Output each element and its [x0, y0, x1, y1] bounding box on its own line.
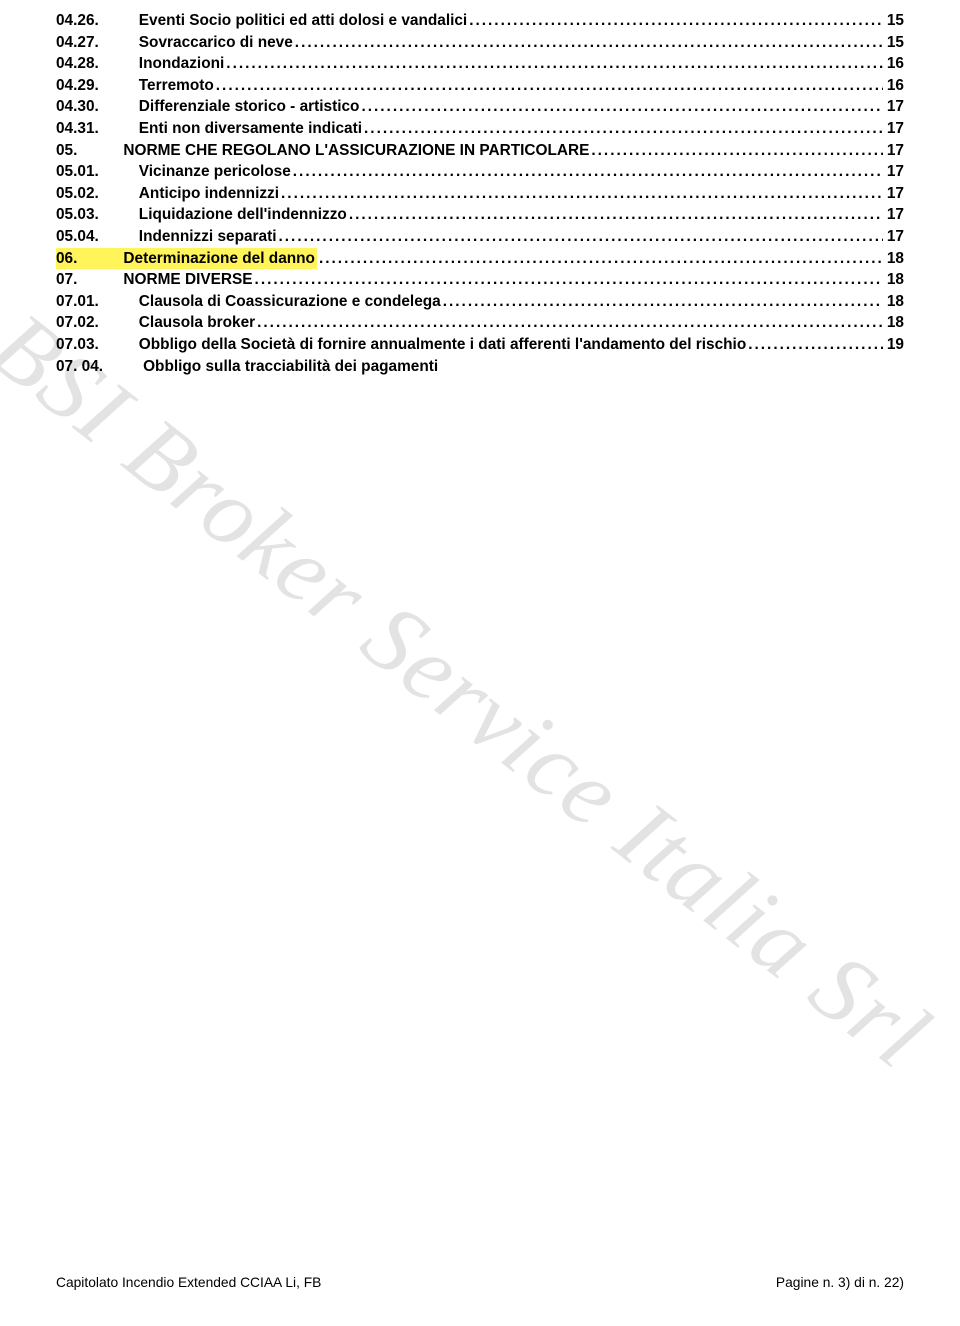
toc-leader: [317, 248, 883, 270]
toc-title: Eventi Socio politici ed atti dolosi e v…: [139, 10, 467, 32]
toc-title: Inondazioni: [139, 53, 225, 75]
toc-number: 05.03.: [56, 204, 99, 226]
toc-title: Differenziale storico - artistico: [139, 96, 360, 118]
toc-number: 07. 04.: [56, 356, 103, 378]
toc-leader: [359, 96, 882, 118]
toc-title: Clausola broker: [139, 312, 255, 334]
toc-row: 04.27. Sovraccarico di neve 15: [56, 32, 904, 54]
footer-right: Pagine n. 3) di n. 22): [776, 1275, 904, 1290]
toc-page: 18: [883, 248, 904, 270]
toc-highlight: 06. Determinazione del danno: [56, 248, 317, 270]
toc-page: 18: [883, 269, 904, 291]
toc-leader: [362, 118, 883, 140]
toc-number: 07.03.: [56, 334, 99, 356]
toc-row: 04.26. Eventi Socio politici ed atti dolo…: [56, 10, 904, 32]
toc-page: 18: [883, 291, 904, 313]
toc-leader: [214, 75, 883, 97]
toc-title: Terremoto: [139, 75, 214, 97]
toc-row: 05.03. Liquidazione dell'indennizzo 17: [56, 204, 904, 226]
toc-page: 16: [883, 53, 904, 75]
toc-title: Liquidazione dell'indennizzo: [139, 204, 347, 226]
toc-row: 05.02. Anticipo indennizzi 17: [56, 183, 904, 205]
toc-leader: [589, 140, 883, 162]
toc-leader: [255, 312, 883, 334]
toc-page: 17: [883, 183, 904, 205]
toc-number: 07.02.: [56, 312, 99, 334]
toc-row: 07. 04. Obbligo sulla tracciabilità dei p…: [56, 356, 904, 378]
toc-row: 04.31. Enti non diversamente indicati 17: [56, 118, 904, 140]
toc-number: 04.28.: [56, 53, 99, 75]
toc-title: Clausola di Coassicurazione e condelega: [139, 291, 441, 313]
toc-row: 06. Determinazione del danno 18: [56, 248, 904, 270]
toc-page: 17: [883, 118, 904, 140]
toc-page: 17: [883, 161, 904, 183]
toc-row: 07.01. Clausola di Coassicurazione e cond…: [56, 291, 904, 313]
toc-row: 05. NORME CHE REGOLANO L'ASSICURAZIONE IN…: [56, 140, 904, 162]
toc-container: 04.26. Eventi Socio politici ed atti dolo…: [56, 10, 904, 377]
toc-number: 05.04.: [56, 226, 99, 248]
toc-page: 15: [883, 10, 904, 32]
toc-number: 04.29.: [56, 75, 99, 97]
toc-title: Obbligo sulla tracciabilità dei pagament…: [143, 356, 438, 378]
toc-title: NORME CHE REGOLANO L'ASSICURAZIONE IN PA…: [123, 140, 589, 162]
toc-title: Vicinanze pericolose: [139, 161, 291, 183]
toc-leader: [441, 291, 883, 313]
toc-number: 04.31.: [56, 118, 99, 140]
toc-leader: [279, 183, 883, 205]
toc-leader: [224, 53, 883, 75]
toc-number: 04.27.: [56, 32, 99, 54]
toc-number: 07.01.: [56, 291, 99, 313]
toc-page: 17: [883, 140, 904, 162]
toc-page: 18: [883, 312, 904, 334]
toc-row: 05.01. Vicinanze pericolose 17: [56, 161, 904, 183]
toc-number: 07.: [56, 269, 77, 291]
toc-row: 04.29. Terremoto 16: [56, 75, 904, 97]
toc-row: 05.04. Indennizzi separati 17: [56, 226, 904, 248]
toc-title: Indennizzi separati: [139, 226, 277, 248]
toc-number: 05.01.: [56, 161, 99, 183]
toc-page: 16: [883, 75, 904, 97]
toc-number: 04.30.: [56, 96, 99, 118]
toc-leader: [277, 226, 883, 248]
toc-title: Sovraccarico di neve: [139, 32, 293, 54]
toc-number: 05.: [56, 140, 77, 162]
toc-title: Anticipo indennizzi: [139, 183, 279, 205]
toc-page: 17: [883, 96, 904, 118]
toc-leader: [293, 32, 883, 54]
toc-leader: [253, 269, 883, 291]
toc-page: 17: [883, 204, 904, 226]
toc-leader: [746, 334, 883, 356]
toc-title: Obbligo della Società di fornire annualm…: [139, 334, 746, 356]
toc-title: Enti non diversamente indicati: [139, 118, 362, 140]
toc-leader: [347, 204, 883, 226]
toc-page: 15: [883, 32, 904, 54]
toc-leader: [467, 10, 883, 32]
footer-left: Capitolato Incendio Extended CCIAA Li, F…: [56, 1275, 321, 1290]
toc-number: 04.26.: [56, 10, 99, 32]
toc-row: 04.30. Differenziale storico - artistico 1…: [56, 96, 904, 118]
toc-title: Determinazione del danno: [123, 250, 315, 267]
toc-number: 05.02.: [56, 183, 99, 205]
toc-row: 07.02. Clausola broker 18: [56, 312, 904, 334]
toc-row: 07.03. Obbligo della Società di fornire a…: [56, 334, 904, 356]
toc-number: 06.: [56, 250, 77, 267]
toc-title: NORME DIVERSE: [123, 269, 252, 291]
toc-row: 07. NORME DIVERSE 18: [56, 269, 904, 291]
toc-leader: [291, 161, 883, 183]
toc-row: 04.28. Inondazioni 16: [56, 53, 904, 75]
watermark-text: BSI Broker Service Italia Srl: [0, 289, 951, 1089]
toc-page: 17: [883, 226, 904, 248]
toc-page: 19: [883, 334, 904, 356]
